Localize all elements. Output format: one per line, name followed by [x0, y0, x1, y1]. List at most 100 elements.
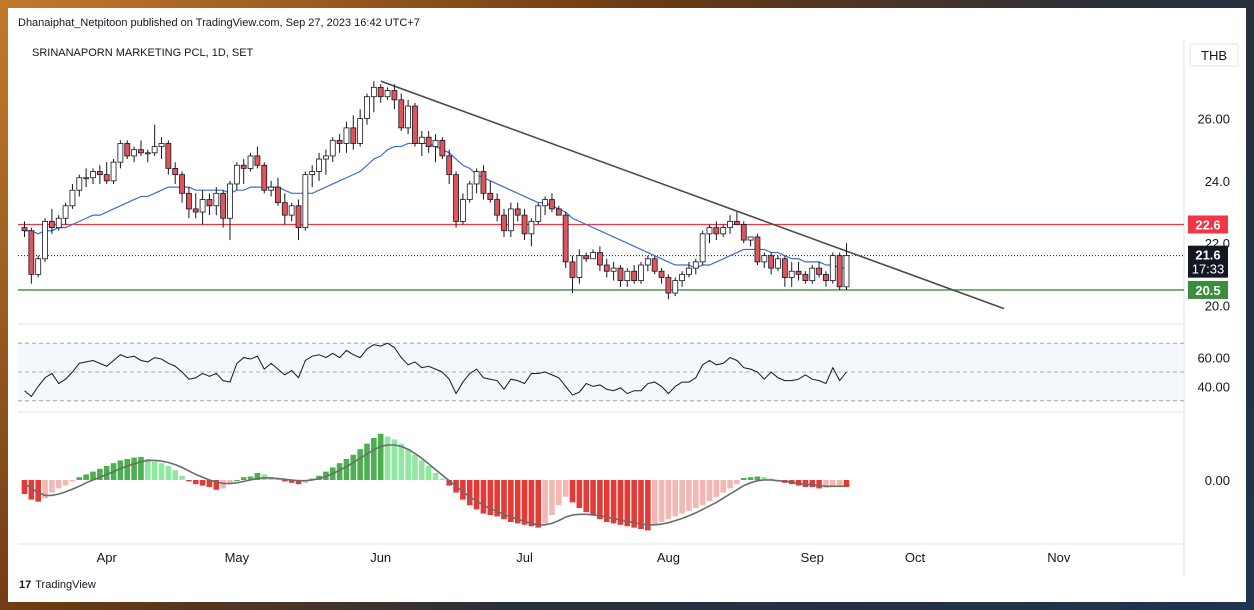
- candle-body[interactable]: [713, 227, 720, 235]
- candle-body[interactable]: [672, 280, 679, 294]
- candle-body[interactable]: [377, 86, 384, 98]
- candle-body[interactable]: [185, 192, 192, 210]
- candle-body[interactable]: [62, 205, 69, 219]
- candle-body[interactable]: [734, 220, 740, 225]
- tradingview-footer[interactable]: 17 TradingView: [19, 579, 96, 591]
- price-marker[interactable]: [1188, 215, 1228, 234]
- candle-body[interactable]: [617, 267, 624, 281]
- candle-body[interactable]: [295, 205, 302, 229]
- candle-body[interactable]: [597, 252, 603, 266]
- candle-body[interactable]: [651, 258, 658, 272]
- candle-body[interactable]: [699, 233, 706, 263]
- candle-body[interactable]: [227, 183, 233, 219]
- candle-body[interactable]: [384, 90, 391, 98]
- candle-body[interactable]: [453, 174, 459, 222]
- candle-body[interactable]: [439, 139, 446, 157]
- candle-body[interactable]: [788, 270, 795, 278]
- candle-body[interactable]: [487, 192, 494, 200]
- price-marker[interactable]: [1188, 280, 1228, 299]
- candle-body[interactable]: [268, 186, 275, 191]
- candle-body[interactable]: [206, 199, 213, 207]
- candle-body[interactable]: [172, 167, 179, 176]
- candle-body[interactable]: [720, 227, 727, 235]
- candle-body[interactable]: [521, 214, 528, 235]
- candle-body[interactable]: [138, 149, 144, 154]
- candle-body[interactable]: [158, 143, 165, 147]
- currency-box[interactable]: [1189, 43, 1239, 67]
- candle-body[interactable]: [110, 161, 117, 182]
- candle-body[interactable]: [21, 227, 28, 232]
- candle-body[interactable]: [254, 155, 261, 166]
- candle-body[interactable]: [768, 255, 775, 269]
- candle-body[interactable]: [405, 105, 412, 129]
- candle-body[interactable]: [576, 255, 583, 278]
- candle-body[interactable]: [151, 146, 158, 154]
- candle-body[interactable]: [42, 220, 48, 260]
- candle-body[interactable]: [76, 177, 83, 191]
- candle-body[interactable]: [322, 155, 329, 160]
- candle-body[interactable]: [364, 96, 370, 119]
- chart-area[interactable]: SRINANAPORN MARKETING PCL, 1D, SET THB 26.…: [18, 40, 1244, 576]
- candle-body[interactable]: [459, 199, 466, 222]
- candle-body[interactable]: [692, 261, 699, 269]
- candle-body[interactable]: [117, 143, 124, 163]
- candle-body[interactable]: [590, 252, 596, 260]
- candle-body[interactable]: [233, 164, 240, 185]
- candle-body[interactable]: [90, 171, 96, 179]
- candle-body[interactable]: [535, 205, 542, 222]
- candle-body[interactable]: [350, 127, 357, 144]
- candle-body[interactable]: [96, 171, 103, 176]
- candle-body[interactable]: [610, 267, 617, 272]
- candle-body[interactable]: [795, 270, 802, 275]
- candle-body[interactable]: [213, 192, 220, 207]
- candle-body[interactable]: [658, 270, 665, 278]
- candle-body[interactable]: [425, 136, 432, 147]
- candle-body[interactable]: [665, 277, 672, 294]
- candle-body[interactable]: [775, 258, 781, 269]
- candle-body[interactable]: [781, 258, 788, 278]
- candle-body[interactable]: [644, 258, 651, 266]
- candle-body[interactable]: [144, 152, 151, 155]
- candle-body[interactable]: [679, 273, 685, 281]
- candle-body[interactable]: [412, 105, 418, 144]
- candle-body[interactable]: [507, 208, 514, 232]
- candle-body[interactable]: [480, 171, 487, 194]
- candle-body[interactable]: [802, 273, 809, 281]
- candle-body[interactable]: [823, 273, 829, 281]
- candle-body[interactable]: [740, 224, 747, 241]
- candle-body[interactable]: [55, 217, 62, 229]
- candle-body[interactable]: [816, 267, 822, 275]
- candle-body[interactable]: [754, 236, 761, 263]
- candle-body[interactable]: [829, 255, 836, 281]
- candle-body[interactable]: [192, 208, 199, 213]
- candle-body[interactable]: [473, 171, 480, 185]
- candle-body[interactable]: [220, 192, 227, 219]
- candle-body[interactable]: [309, 171, 316, 176]
- candle-body[interactable]: [761, 255, 768, 263]
- candle-body[interactable]: [281, 202, 288, 216]
- candle-body[interactable]: [432, 139, 439, 147]
- candle-body[interactable]: [809, 267, 816, 281]
- candle-body[interactable]: [343, 127, 350, 144]
- candle-body[interactable]: [514, 208, 521, 216]
- candle-body[interactable]: [624, 270, 631, 281]
- candle-body[interactable]: [747, 236, 754, 241]
- candle-body[interactable]: [35, 258, 42, 275]
- candle-body[interactable]: [103, 174, 110, 182]
- candle-body[interactable]: [83, 177, 90, 180]
- candle-body[interactable]: [501, 214, 507, 232]
- candle-body[interactable]: [391, 90, 398, 101]
- candle-body[interactable]: [418, 136, 425, 144]
- candle-body[interactable]: [288, 205, 295, 216]
- candle-body[interactable]: [131, 149, 137, 157]
- candle-body[interactable]: [199, 199, 206, 213]
- trendline[interactable]: [380, 80, 1005, 310]
- candle-body[interactable]: [727, 220, 733, 229]
- candle-body[interactable]: [398, 99, 405, 129]
- candle-body[interactable]: [336, 139, 343, 144]
- candle-body[interactable]: [549, 199, 555, 210]
- candle-body[interactable]: [240, 164, 247, 169]
- candle-body[interactable]: [165, 143, 172, 169]
- candle-body[interactable]: [555, 208, 562, 216]
- candle-body[interactable]: [528, 220, 535, 235]
